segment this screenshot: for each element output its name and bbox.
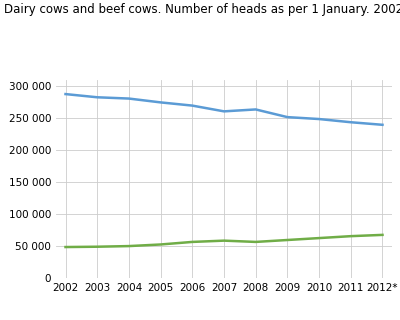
Beef cows <box>158 243 163 246</box>
Dairy cows <box>380 123 385 127</box>
Dairy cows <box>63 92 68 96</box>
Dairy cows <box>190 104 195 108</box>
Dairy cows <box>317 117 322 121</box>
Dairy cows <box>158 100 163 104</box>
Beef cows <box>126 244 131 248</box>
Dairy cows <box>95 95 100 99</box>
Dairy cows <box>285 115 290 119</box>
Beef cows <box>222 239 226 243</box>
Beef cows <box>285 238 290 242</box>
Dairy cows <box>348 120 353 124</box>
Beef cows <box>317 236 322 240</box>
Beef cows <box>253 240 258 244</box>
Dairy cows <box>253 108 258 111</box>
Line: Beef cows: Beef cows <box>66 235 382 247</box>
Line: Dairy cows: Dairy cows <box>66 94 382 125</box>
Dairy cows <box>222 109 226 113</box>
Beef cows <box>380 233 385 237</box>
Beef cows <box>190 240 195 244</box>
Dairy cows <box>126 97 131 100</box>
Text: Dairy cows and beef cows. Number of heads as per 1 January. 2002-2012*: Dairy cows and beef cows. Number of head… <box>4 3 400 16</box>
Beef cows <box>348 234 353 238</box>
Beef cows <box>95 245 100 249</box>
Beef cows <box>63 245 68 249</box>
